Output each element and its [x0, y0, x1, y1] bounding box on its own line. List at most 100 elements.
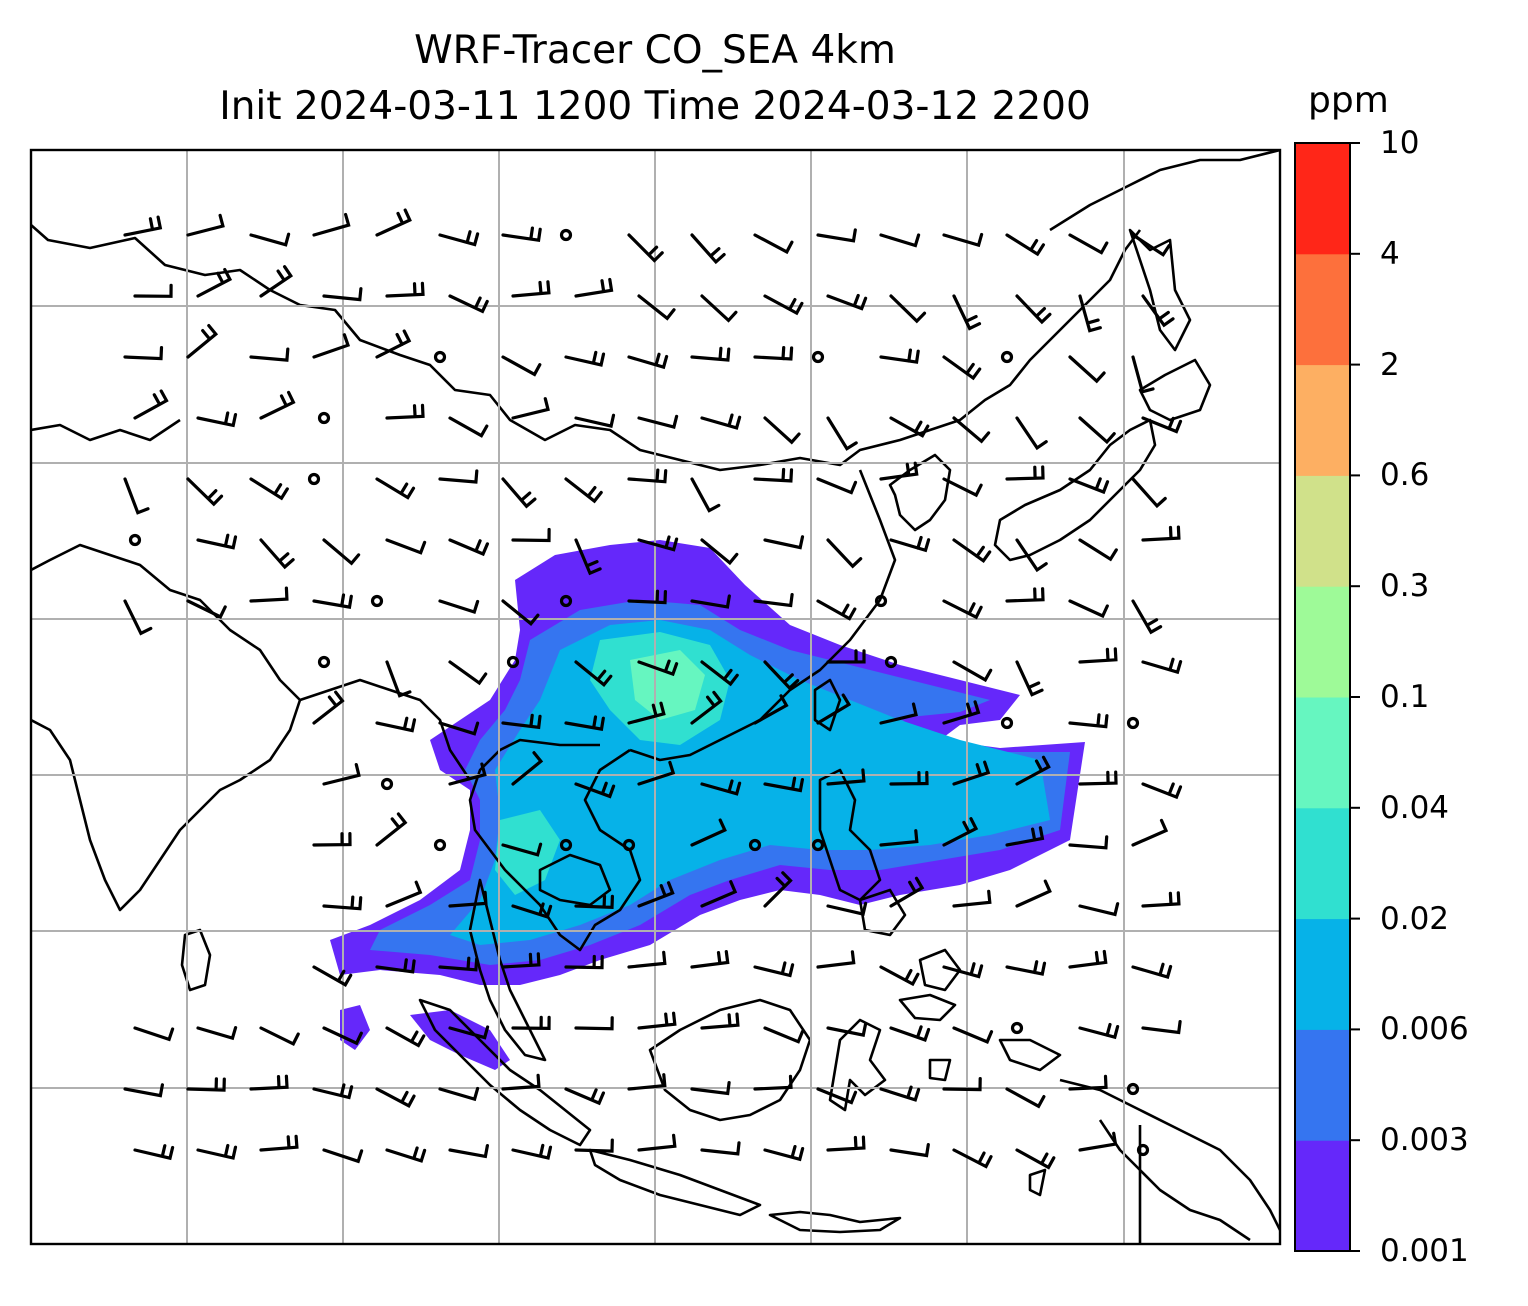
wind-barb — [375, 477, 416, 500]
wind-barb — [763, 1145, 805, 1162]
wind-barb — [1141, 416, 1183, 434]
calm-wind-marker — [559, 594, 573, 608]
map-frame — [29, 148, 1282, 1246]
wind-barb — [186, 1077, 226, 1092]
coastline-gulf-thailand — [538, 853, 612, 907]
wind-barb — [753, 1074, 793, 1091]
calm-wind-marker — [1126, 1082, 1140, 1096]
wind-barb — [952, 294, 982, 331]
figure-title-line-1: WRF-Tracer CO_SEA 4km — [414, 28, 896, 73]
wind-barb — [826, 1022, 868, 1037]
wind-barb — [564, 477, 603, 504]
wind-barb — [123, 346, 164, 361]
wind-barb — [438, 956, 479, 972]
wind-barb — [1005, 1087, 1046, 1109]
wind-barb — [753, 961, 795, 978]
wind-barb — [1131, 962, 1173, 979]
wind-barb — [123, 1083, 164, 1098]
wind-barb — [700, 660, 739, 687]
wind-barb — [942, 477, 983, 498]
wind-barb — [763, 660, 800, 691]
wind-barb — [312, 333, 351, 359]
colorbar-segment — [1295, 364, 1350, 476]
wind-barb — [700, 880, 738, 908]
wind-barb — [637, 659, 679, 677]
wind-barb — [763, 776, 804, 793]
wind-barb — [889, 294, 927, 324]
wind-barb — [1141, 782, 1183, 800]
calm-wind-marker — [874, 594, 888, 608]
colorbar-tick-label: 0.6 — [1380, 457, 1430, 494]
wind-barb — [312, 1083, 354, 1100]
wind-barb — [816, 477, 858, 495]
wind-barb — [249, 477, 289, 501]
wind-barb — [564, 954, 604, 970]
wind-barb — [826, 1135, 866, 1152]
wind-barb — [448, 660, 488, 686]
coastline-kamchatka-east — [1049, 150, 1280, 232]
coastline-islands-c — [998, 1038, 1062, 1072]
calm-wind-marker — [433, 838, 447, 852]
wind-barb — [753, 694, 789, 725]
coastline-sulawesi-east — [898, 993, 957, 1022]
map-panel — [29, 148, 1282, 1246]
wind-barb — [952, 1026, 994, 1044]
calm-wind-marker — [317, 655, 331, 669]
wind-barb — [826, 768, 866, 786]
wind-barb — [259, 538, 295, 570]
wind-barb — [249, 232, 291, 247]
wind-barb — [448, 762, 487, 786]
wind-barb — [564, 1087, 605, 1106]
wind-barb — [889, 1143, 930, 1158]
wind-barb — [1005, 233, 1045, 257]
wind-barb — [574, 277, 614, 298]
wind-barb — [690, 690, 723, 725]
wind-barb — [637, 414, 679, 429]
wind-barb — [312, 212, 351, 237]
wind-barb — [1068, 233, 1109, 255]
wind-barb — [690, 1081, 731, 1096]
wind-barb — [312, 593, 353, 609]
wind-barb — [574, 1016, 614, 1031]
wind-barb — [501, 477, 537, 509]
wind-barb — [385, 880, 423, 908]
wind-barb — [816, 1087, 858, 1105]
wind-barb — [249, 1074, 289, 1091]
wind-barb — [889, 876, 925, 908]
wind-barb — [1131, 355, 1155, 394]
wind-barb — [637, 881, 675, 908]
wind-barb — [186, 599, 227, 619]
colorbar — [1295, 143, 1350, 1252]
wind-barb — [1131, 477, 1167, 509]
wind-barb — [1068, 355, 1106, 384]
wind-barb — [385, 660, 412, 698]
colorbar-segment — [1295, 807, 1350, 920]
colorbar-unit-label: ppm — [1308, 80, 1389, 121]
wind-barb — [501, 226, 542, 243]
wind-barb — [690, 233, 726, 265]
wind-barb — [196, 1143, 238, 1160]
coastline-japan-north — [1138, 358, 1212, 422]
wind-barb — [375, 958, 416, 974]
wind-barb — [1141, 1020, 1182, 1035]
wind-barb — [133, 1144, 175, 1161]
wind-barb — [700, 538, 739, 566]
wind-barb — [1005, 826, 1045, 847]
wind-barb — [322, 538, 361, 566]
colorbar-tick-label: 0.3 — [1380, 568, 1430, 605]
wind-barb — [942, 232, 984, 248]
wind-barb — [1078, 416, 1116, 445]
wind-barb — [1078, 902, 1120, 917]
wind-barb — [879, 1085, 921, 1102]
colorbar-segment — [1295, 253, 1350, 366]
wind-barb — [690, 818, 727, 847]
coastline-sumatra — [418, 998, 592, 1147]
wind-barb — [448, 538, 489, 557]
colorbar-tick-label: 0.001 — [1380, 1233, 1469, 1269]
wind-barb — [826, 901, 868, 917]
wind-barb — [375, 208, 412, 237]
wind-barb — [763, 1026, 805, 1044]
coastline-islands-a — [918, 948, 962, 992]
wind-barb — [322, 1148, 364, 1164]
